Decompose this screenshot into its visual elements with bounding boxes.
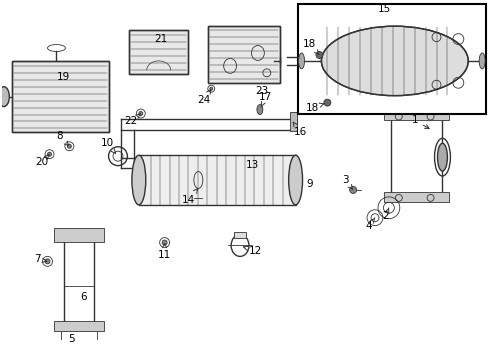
Ellipse shape bbox=[48, 152, 51, 156]
Text: 22: 22 bbox=[124, 114, 140, 126]
Ellipse shape bbox=[68, 144, 72, 148]
Text: 14: 14 bbox=[182, 189, 197, 205]
Ellipse shape bbox=[438, 143, 447, 171]
Bar bbox=[12, 61, 109, 132]
Bar bbox=[297, 4, 486, 113]
Bar bbox=[290, 112, 296, 131]
Text: 1: 1 bbox=[412, 116, 429, 129]
Ellipse shape bbox=[321, 26, 468, 96]
Bar bbox=[12, 61, 109, 132]
Ellipse shape bbox=[350, 186, 357, 193]
Ellipse shape bbox=[324, 99, 331, 106]
Bar bbox=[129, 30, 189, 74]
Text: 13: 13 bbox=[245, 160, 259, 170]
Text: 21: 21 bbox=[154, 34, 167, 44]
Text: 18: 18 bbox=[306, 103, 324, 113]
Bar bbox=[293, 120, 296, 130]
Text: 18: 18 bbox=[303, 39, 319, 54]
Bar bbox=[54, 228, 104, 242]
Text: 9: 9 bbox=[306, 179, 313, 189]
Text: 8: 8 bbox=[56, 131, 69, 145]
Ellipse shape bbox=[139, 112, 143, 116]
Ellipse shape bbox=[298, 53, 305, 69]
Text: 15: 15 bbox=[378, 4, 392, 14]
Text: 23: 23 bbox=[255, 86, 269, 96]
Ellipse shape bbox=[0, 87, 9, 107]
Text: 10: 10 bbox=[100, 138, 116, 153]
Ellipse shape bbox=[132, 155, 146, 205]
Text: 7: 7 bbox=[34, 255, 47, 264]
Ellipse shape bbox=[316, 51, 323, 58]
Bar bbox=[391, 117, 442, 198]
Bar bbox=[64, 237, 94, 326]
Ellipse shape bbox=[257, 105, 263, 114]
Bar bbox=[54, 321, 104, 331]
Text: 24: 24 bbox=[197, 89, 211, 105]
Bar bbox=[234, 231, 246, 238]
Bar bbox=[129, 30, 189, 74]
Text: 3: 3 bbox=[342, 175, 353, 190]
Text: 2: 2 bbox=[383, 208, 389, 221]
Bar bbox=[208, 26, 280, 83]
Bar bbox=[384, 111, 449, 121]
Text: 12: 12 bbox=[244, 246, 263, 256]
Ellipse shape bbox=[210, 87, 213, 90]
Ellipse shape bbox=[479, 53, 485, 69]
Text: 20: 20 bbox=[35, 154, 49, 167]
Bar bbox=[139, 155, 295, 205]
Ellipse shape bbox=[162, 240, 167, 245]
Text: 16: 16 bbox=[293, 122, 307, 138]
Bar bbox=[208, 26, 280, 83]
Text: 5: 5 bbox=[68, 334, 74, 344]
Ellipse shape bbox=[45, 259, 50, 264]
Text: 11: 11 bbox=[158, 244, 171, 260]
Text: 19: 19 bbox=[57, 72, 70, 82]
Text: 6: 6 bbox=[80, 292, 87, 302]
Text: 4: 4 bbox=[366, 218, 375, 231]
Ellipse shape bbox=[289, 155, 302, 205]
Text: 17: 17 bbox=[259, 92, 272, 107]
Bar bbox=[384, 192, 449, 202]
